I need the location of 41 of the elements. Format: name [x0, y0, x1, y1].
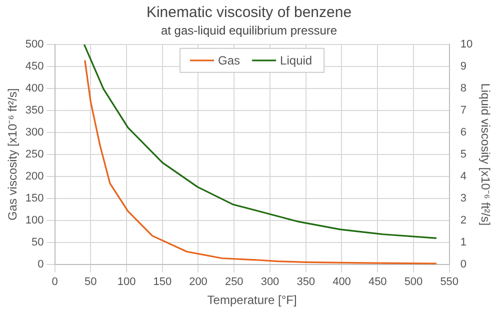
x-tick-label: 350	[296, 276, 316, 288]
y-tick-label: 0	[38, 258, 44, 270]
x-tick-label: 500	[404, 276, 423, 288]
y-tick-label: 500	[25, 38, 44, 50]
y2-tick-label: 3	[460, 192, 466, 204]
legend-label: Gas	[218, 54, 240, 68]
x-tick-label: 200	[189, 276, 208, 288]
y2-tick-label: 2	[460, 214, 466, 226]
y-tick-label: 300	[25, 126, 44, 138]
y2-tick-label: 8	[460, 82, 466, 94]
x-tick-label: 50	[84, 276, 97, 288]
x-tick-label: 450	[368, 276, 387, 288]
x-tick-label: 150	[153, 276, 172, 288]
y2-tick-label: 6	[460, 126, 466, 138]
y2-tick-label: 0	[460, 258, 466, 270]
x-tick-label: 100	[117, 276, 136, 288]
chart-subtitle: at gas-liquid equilibrium pressure	[160, 24, 338, 38]
chart-title: Kinematic viscosity of benzene	[146, 4, 352, 22]
y-tick-label: 450	[25, 60, 44, 72]
y2-axis-title: Liquid viscosity [x10⁻⁶ ft²/s]	[478, 83, 492, 226]
y-tick-label: 150	[25, 192, 44, 204]
y-tick-label: 50	[32, 236, 44, 248]
x-tick-label: 250	[224, 276, 244, 288]
x-axis-title: Temperature [°F]	[207, 293, 297, 308]
y2-tick-label: 10	[460, 38, 473, 50]
y-tick-label: 350	[25, 104, 44, 116]
y-tick-label: 250	[25, 148, 44, 160]
legend-label: Liquid	[280, 54, 312, 68]
y2-tick-label: 7	[460, 104, 466, 116]
x-tick-label: 300	[260, 276, 280, 288]
y-tick-label: 400	[25, 82, 44, 94]
y2-tick-label: 1	[460, 236, 466, 248]
y-tick-label: 200	[25, 170, 44, 182]
y2-tick-label: 4	[460, 170, 466, 182]
x-tick-label: 400	[332, 276, 351, 288]
y-axis-title: Gas viscosity [x10⁻⁶ ft²/s]	[6, 88, 20, 221]
x-tick-label: 0	[52, 276, 58, 288]
y2-tick-label: 9	[460, 60, 466, 72]
x-tick-label: 550	[440, 276, 459, 288]
y-tick-label: 100	[25, 214, 44, 226]
y2-tick-label: 5	[460, 148, 466, 160]
